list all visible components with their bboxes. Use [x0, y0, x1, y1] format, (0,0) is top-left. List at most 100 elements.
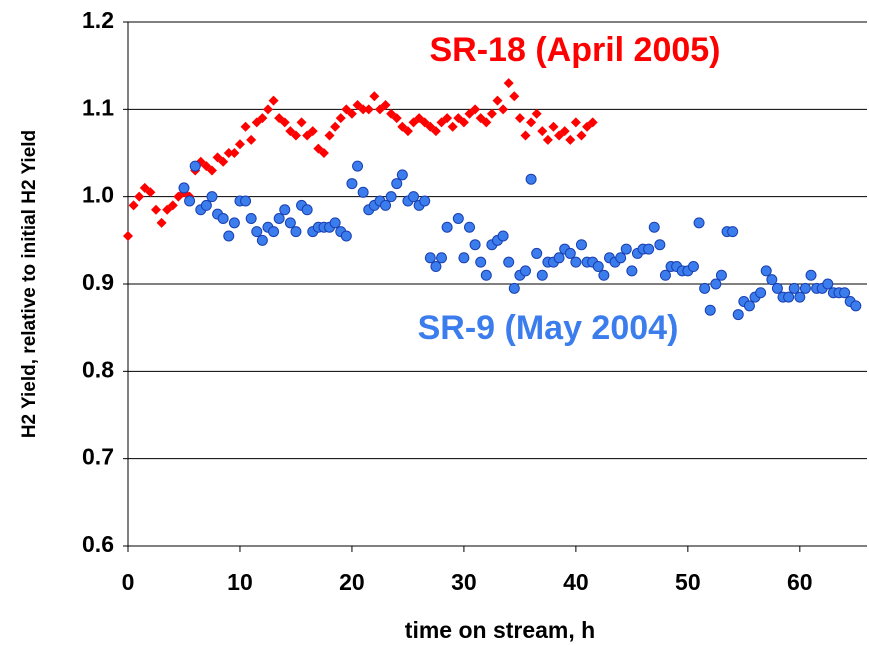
- y-tick-label: 0.9: [82, 269, 114, 295]
- point: [234, 139, 245, 150]
- point: [531, 247, 543, 259]
- point: [755, 287, 767, 299]
- point: [167, 200, 178, 211]
- point: [542, 134, 553, 145]
- point: [559, 126, 570, 137]
- point: [279, 117, 290, 128]
- point: [358, 104, 369, 115]
- point: [564, 247, 576, 259]
- point: [273, 213, 285, 224]
- point: [514, 113, 525, 124]
- point: [592, 261, 604, 273]
- point: [470, 104, 481, 115]
- x-tick-label: 60: [787, 569, 813, 595]
- point: [620, 243, 632, 255]
- point: [284, 217, 296, 229]
- x-tick-label: 20: [339, 569, 365, 595]
- point: [766, 274, 778, 286]
- point: [268, 226, 280, 238]
- point: [240, 195, 252, 207]
- point: [497, 230, 509, 242]
- point: [615, 252, 627, 264]
- point: [481, 117, 492, 128]
- point: [396, 169, 408, 181]
- point: [240, 121, 251, 132]
- point: [391, 178, 403, 190]
- point: [475, 256, 487, 268]
- point: [788, 282, 800, 294]
- point: [218, 156, 229, 167]
- y-tick-label: 0.8: [82, 356, 114, 382]
- point: [575, 239, 587, 251]
- point: [509, 91, 520, 102]
- x-tick-label: 50: [675, 569, 701, 595]
- point: [565, 134, 576, 145]
- point: [525, 173, 537, 185]
- point: [123, 230, 133, 241]
- point: [391, 113, 402, 124]
- point: [553, 252, 565, 264]
- point: [346, 178, 358, 190]
- point: [184, 195, 196, 207]
- point: [447, 121, 458, 132]
- point: [503, 256, 515, 268]
- point: [469, 239, 481, 251]
- x-tick-label: 30: [451, 569, 477, 595]
- point: [340, 230, 352, 242]
- point: [659, 269, 671, 281]
- point: [430, 261, 442, 273]
- point: [296, 117, 307, 128]
- point: [206, 191, 218, 203]
- point: [262, 104, 273, 115]
- point: [598, 269, 610, 281]
- point: [520, 130, 531, 141]
- point: [570, 256, 582, 268]
- x-tick-label: 10: [227, 569, 253, 595]
- point: [498, 104, 509, 115]
- y-tick-label: 1.1: [82, 94, 114, 120]
- point: [363, 104, 374, 115]
- point: [452, 213, 464, 224]
- point: [200, 199, 212, 211]
- point: [301, 204, 313, 216]
- point: [503, 78, 514, 89]
- point: [693, 217, 705, 229]
- point: [743, 300, 755, 312]
- point: [799, 282, 811, 294]
- point: [464, 221, 476, 233]
- point: [229, 148, 240, 158]
- point: [492, 95, 503, 106]
- point: [251, 226, 263, 238]
- point: [486, 108, 497, 119]
- point: [189, 160, 201, 172]
- point: [687, 261, 699, 273]
- point: [385, 191, 397, 203]
- point: [402, 126, 413, 137]
- point: [335, 113, 346, 124]
- point: [794, 291, 806, 303]
- point: [654, 239, 666, 251]
- point: [715, 269, 727, 281]
- point: [228, 217, 240, 229]
- point: [134, 191, 145, 202]
- point: [223, 148, 234, 158]
- point: [346, 108, 357, 119]
- point: [626, 265, 638, 277]
- point: [145, 187, 156, 198]
- point: [436, 252, 448, 264]
- point: [458, 117, 469, 128]
- point: [648, 221, 660, 233]
- series-label: SR-18 (April 2005): [430, 31, 721, 69]
- point: [441, 221, 453, 233]
- point: [256, 234, 268, 246]
- point: [570, 117, 581, 128]
- point: [531, 108, 542, 119]
- y-axis-label: H2 Yield, relative to initial H2 Yield: [19, 130, 40, 438]
- point: [324, 130, 335, 141]
- point: [771, 282, 783, 294]
- point: [408, 191, 420, 203]
- point: [223, 230, 235, 242]
- point: [526, 117, 537, 128]
- point: [442, 113, 453, 124]
